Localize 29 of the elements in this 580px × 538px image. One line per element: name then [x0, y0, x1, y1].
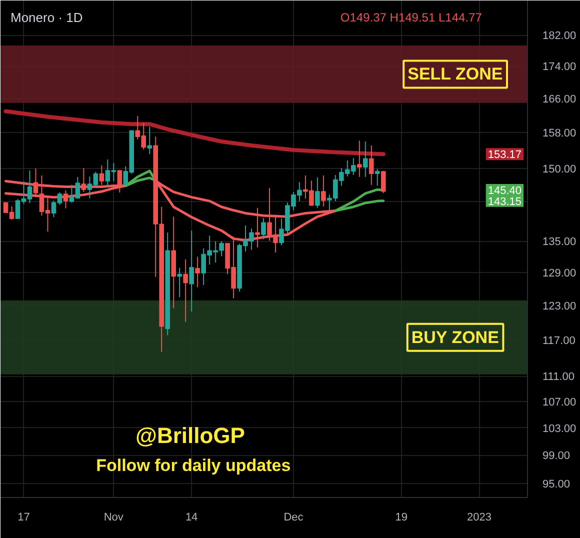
x-tick-label: 2023: [467, 512, 492, 524]
x-tick-label: Nov: [104, 512, 124, 524]
annotation: 143.15: [488, 196, 522, 208]
x-tick-label: Dec: [284, 512, 304, 524]
text: Monero · 1D: [10, 10, 83, 25]
y-tick-label: 107.00: [542, 396, 576, 409]
annotation: 145.40: [488, 185, 522, 198]
y-tick-label: 111.00: [542, 371, 575, 384]
x-tick-label: 19: [395, 512, 408, 524]
y-tick-label: 158.00: [542, 128, 576, 140]
y-tick-label: 174.00: [542, 61, 576, 74]
x-tick-label: 17: [18, 512, 30, 524]
band-label: SELL ZONE: [408, 64, 503, 84]
annotation: O149.37 H149.51 L144.77: [340, 10, 482, 24]
y-tick-label: 135.00: [542, 236, 576, 248]
y-tick-label: 103.00: [542, 422, 576, 435]
x-tick-label: 14: [185, 512, 198, 524]
y-tick-label: 95.00: [542, 478, 570, 491]
y-tick-label: 182.00: [542, 30, 576, 42]
y-tick-label: 129.00: [542, 268, 576, 280]
y-tick-label: 150.00: [542, 164, 576, 176]
y-tick-label: 117.00: [542, 334, 576, 347]
annotation: 153.17: [488, 149, 522, 162]
y-tick-label: 123.00: [542, 300, 576, 312]
band-label: BUY ZONE: [411, 328, 499, 347]
annotation: Follow for daily updates: [96, 456, 291, 476]
annotation: @BrilloGP: [135, 422, 245, 448]
y-tick-label: 99.00: [542, 450, 570, 462]
y-tick-label: 166.00: [542, 94, 576, 106]
